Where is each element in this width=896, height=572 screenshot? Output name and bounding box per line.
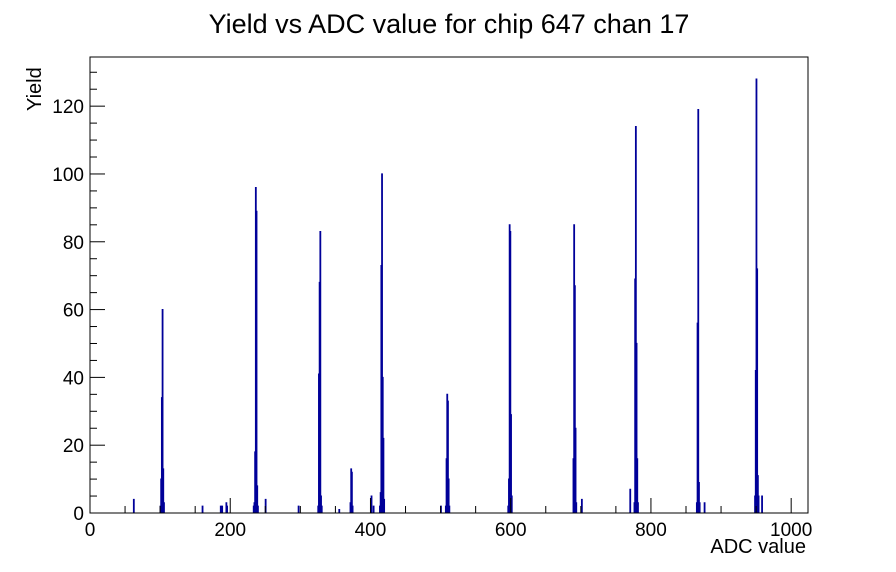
- axes: [89, 56, 809, 514]
- histogram-bar: [629, 488, 632, 513]
- histogram-bar: [383, 498, 386, 513]
- histogram-bar: [132, 498, 135, 513]
- histogram-bar: [161, 309, 164, 513]
- x-tick-label: 1000: [770, 520, 812, 541]
- histogram-bar: [756, 268, 759, 513]
- histogram-bar: [319, 231, 322, 513]
- plot-frame: [89, 56, 809, 514]
- y-tick-label: 100: [52, 165, 84, 186]
- histogram-bar: [509, 231, 512, 513]
- x-tick-label: 600: [495, 520, 527, 541]
- histogram-bar: [256, 485, 259, 513]
- histogram-bar: [761, 495, 763, 513]
- histogram-bar: [510, 414, 512, 513]
- histogram-bar: [447, 478, 450, 513]
- histogram-bar: [201, 505, 204, 513]
- histogram-bar: [637, 502, 639, 513]
- x-tick-label: 400: [355, 520, 387, 541]
- tick-labels: 0 200 400 600 800 1000 0 20 40 60 80 100 120: [52, 97, 812, 541]
- x-tick-label: 200: [214, 520, 246, 541]
- histogram-bar: [698, 481, 700, 513]
- histogram-bar: [382, 437, 385, 513]
- histogram-bar: [257, 505, 259, 513]
- histogram-bar: [372, 505, 375, 513]
- histogram-bar: [703, 502, 706, 513]
- y-tick-label: 40: [63, 368, 84, 389]
- histogram-bar: [447, 400, 449, 513]
- histogram-bar: [697, 109, 700, 513]
- y-tick-label: 0: [73, 504, 84, 525]
- y-axis-title: Yield: [24, 67, 46, 111]
- histogram-bar: [448, 505, 451, 513]
- histogram-bar: [163, 502, 165, 513]
- y-tick-label: 20: [63, 436, 84, 457]
- histogram-bar: [320, 495, 322, 513]
- histogram-bar: [698, 502, 701, 513]
- histogram-bar: [221, 505, 224, 513]
- histogram-bar: [573, 285, 576, 513]
- histogram-bar: [635, 342, 638, 513]
- y-tick-label: 60: [63, 301, 84, 322]
- histogram-bar: [297, 505, 300, 513]
- x-tick-label: 800: [635, 520, 667, 541]
- histogram-bar: [574, 427, 577, 513]
- histogram-bar: [510, 495, 513, 513]
- histogram-bar: [338, 509, 341, 513]
- histogram-bar: [580, 498, 583, 513]
- histogram-bar: [226, 505, 228, 513]
- chart-title: Yield vs ADC value for chip 647 chan 17: [209, 9, 690, 39]
- histogram-bar: [350, 471, 353, 513]
- histogram-bar: [320, 505, 323, 513]
- histogram-bar: [370, 495, 373, 513]
- y-tick-label: 80: [63, 233, 84, 254]
- histogram-bar: [636, 458, 639, 513]
- y-tick-label: 120: [52, 97, 84, 118]
- histogram-bar: [351, 505, 354, 513]
- histogram-bar: [757, 495, 760, 513]
- histogram-series: [132, 78, 763, 513]
- histogram-bar: [634, 125, 637, 513]
- x-axis-title: ADC value: [710, 536, 806, 558]
- histogram-bar: [575, 502, 578, 513]
- histogram-bar: [756, 475, 759, 513]
- histogram-bar: [219, 505, 222, 513]
- histogram-bar: [381, 173, 383, 513]
- histogram-bar: [162, 468, 165, 513]
- x-tick-label: 0: [85, 520, 96, 541]
- histogram-bar: [255, 210, 258, 513]
